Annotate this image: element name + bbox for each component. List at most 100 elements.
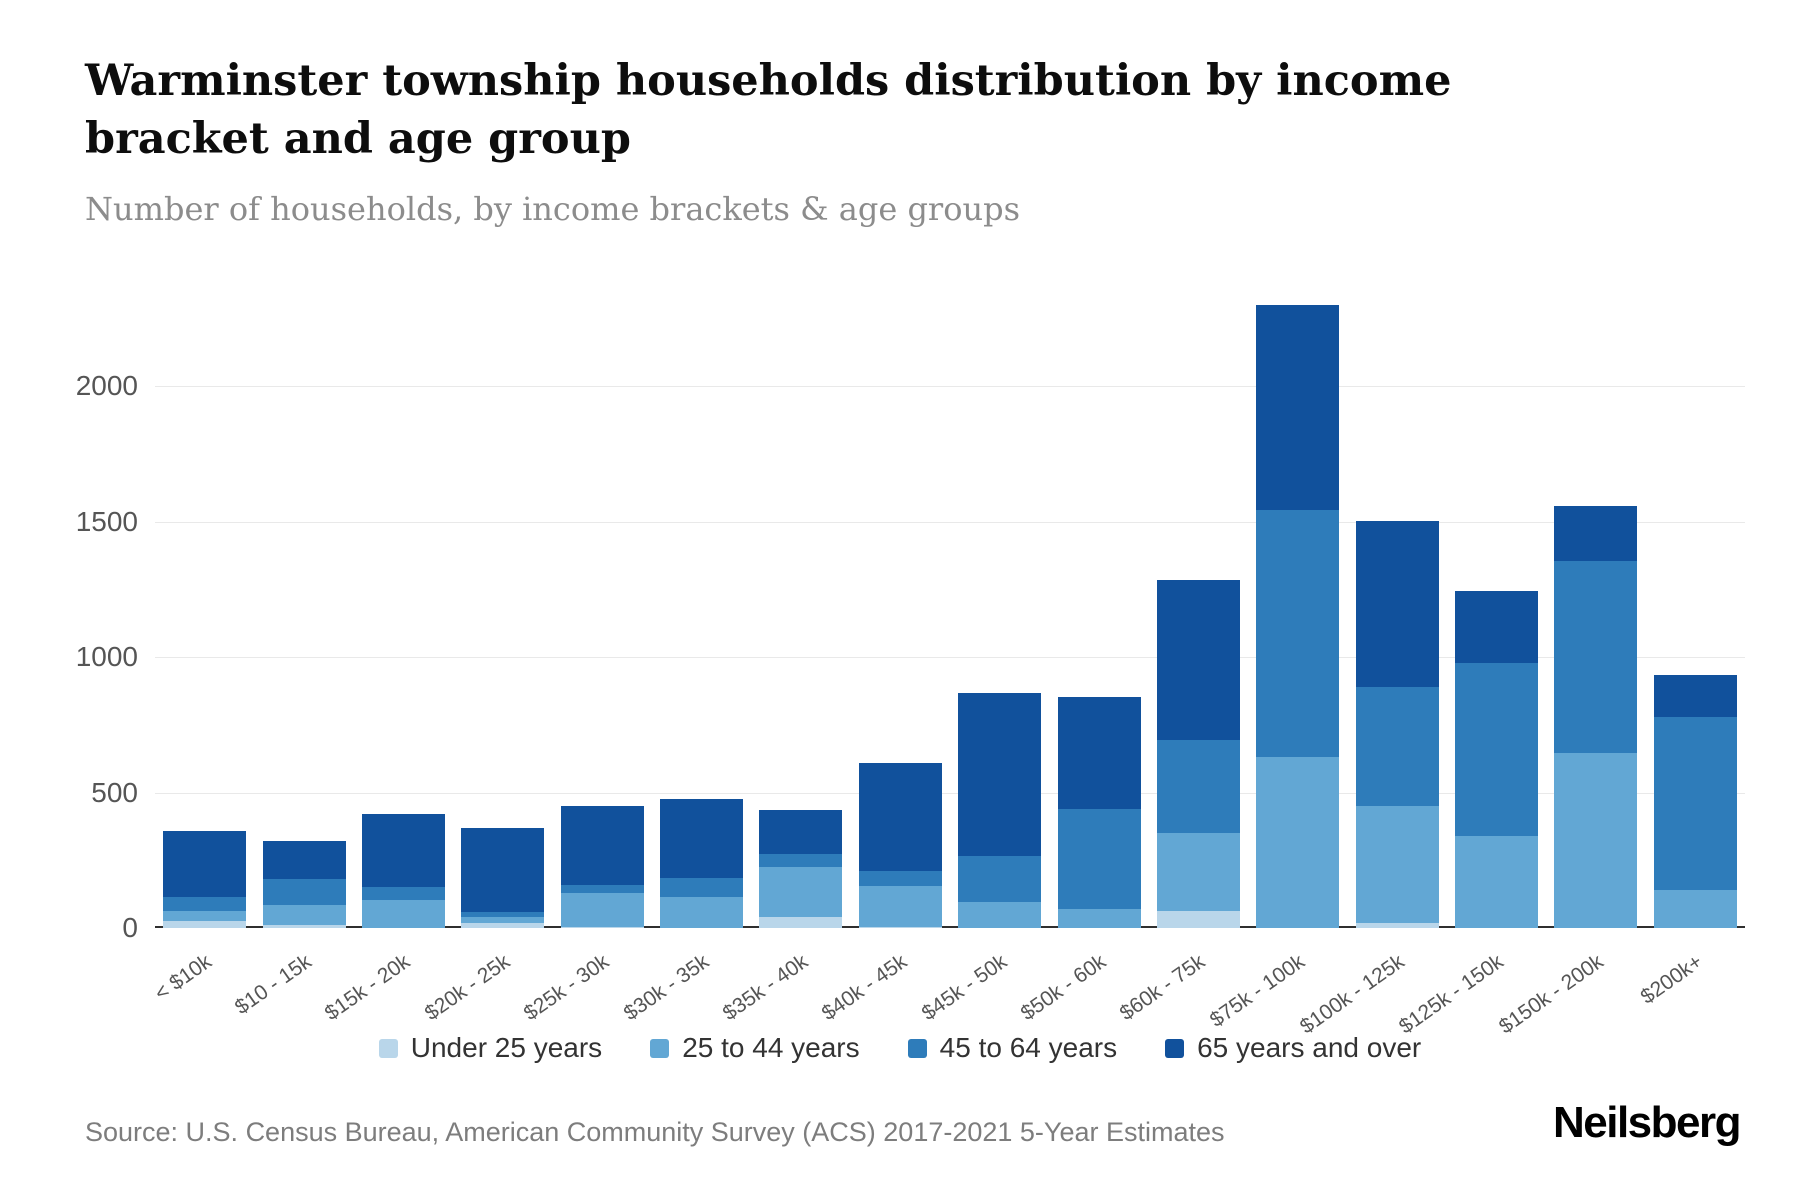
bar[interactable] <box>560 806 644 929</box>
bar-slot <box>1546 278 1645 929</box>
bar-segment[interactable] <box>163 830 247 897</box>
bar[interactable] <box>1455 590 1539 929</box>
bar-slot <box>851 278 950 929</box>
bar-segment[interactable] <box>163 896 247 911</box>
bar-slot <box>1646 278 1745 929</box>
bar-segment[interactable] <box>461 917 545 923</box>
legend-label: 65 years and over <box>1197 1032 1422 1064</box>
bar-segment[interactable] <box>1455 590 1539 663</box>
bar-segment[interactable] <box>1156 833 1240 911</box>
bar-segment[interactable] <box>1455 662 1539 837</box>
bar[interactable] <box>1057 696 1141 929</box>
bar-segment[interactable] <box>1256 757 1340 929</box>
bar-slot <box>652 278 751 929</box>
bar-segment[interactable] <box>858 871 942 887</box>
bar-segment[interactable] <box>1256 305 1340 510</box>
bar-segment[interactable] <box>560 926 644 929</box>
bar-segment[interactable] <box>1455 836 1539 929</box>
bar[interactable] <box>461 827 545 929</box>
legend-item[interactable]: 45 to 64 years <box>907 1032 1118 1064</box>
bar-segment[interactable] <box>1057 909 1141 929</box>
y-tick-label: 1500 <box>75 505 138 537</box>
bar-slot <box>354 278 453 929</box>
bar[interactable] <box>1554 505 1638 929</box>
bar-segment[interactable] <box>262 841 346 880</box>
bar-segment[interactable] <box>660 878 744 897</box>
bars-row <box>155 278 1745 929</box>
bar-segment[interactable] <box>1554 505 1638 562</box>
bar-segment[interactable] <box>461 911 545 918</box>
bar-segment[interactable] <box>461 827 545 912</box>
bar[interactable] <box>163 830 247 929</box>
bar-segment[interactable] <box>1554 561 1638 754</box>
bar[interactable] <box>660 799 744 929</box>
x-tick-label: < $10k <box>150 950 216 1006</box>
bar-segment[interactable] <box>262 925 346 929</box>
bar-segment[interactable] <box>560 892 644 927</box>
bar-segment[interactable] <box>361 899 445 929</box>
bar-segment[interactable] <box>958 902 1042 929</box>
bar-segment[interactable] <box>660 896 744 929</box>
legend-item[interactable]: 65 years and over <box>1165 1032 1421 1064</box>
legend-label: 45 to 64 years <box>939 1032 1118 1064</box>
y-tick-label: 2000 <box>75 370 138 402</box>
bar-segment[interactable] <box>858 926 942 929</box>
bar-segment[interactable] <box>163 910 247 922</box>
bar[interactable] <box>361 814 445 929</box>
gridline <box>155 792 1745 794</box>
bar-segment[interactable] <box>1355 520 1439 688</box>
bar-segment[interactable] <box>958 856 1042 903</box>
bar-segment[interactable] <box>361 887 445 900</box>
bar-slot <box>553 278 652 929</box>
x-label-slot: $150k - 200k <box>1494 938 1645 1038</box>
bar-segment[interactable] <box>1156 910 1240 929</box>
bar-segment[interactable] <box>1156 580 1240 740</box>
bar[interactable] <box>858 762 942 929</box>
bar-segment[interactable] <box>1057 808 1141 910</box>
legend: Under 25 years 25 to 44 years 45 to 64 yea… <box>0 1032 1800 1064</box>
bar[interactable] <box>262 841 346 929</box>
bar-segment[interactable] <box>1256 509 1340 758</box>
bar-segment[interactable] <box>262 905 346 926</box>
bar-segment[interactable] <box>262 879 346 906</box>
bar[interactable] <box>958 692 1042 929</box>
bar-segment[interactable] <box>560 806 644 885</box>
bar-slot <box>1248 278 1347 929</box>
bar-segment[interactable] <box>660 799 744 878</box>
bar-segment[interactable] <box>1355 922 1439 929</box>
legend-item[interactable]: 25 to 44 years <box>650 1032 860 1064</box>
bar-segment[interactable] <box>1355 687 1439 807</box>
bar-slot <box>1149 278 1248 929</box>
plot-area <box>155 278 1745 929</box>
bar-segment[interactable] <box>1653 716 1737 891</box>
bar-slot <box>254 278 353 929</box>
bar-segment[interactable] <box>461 922 545 929</box>
bar-segment[interactable] <box>858 886 942 927</box>
bar[interactable] <box>1355 520 1439 929</box>
bar-segment[interactable] <box>1554 753 1638 929</box>
x-axis-line <box>155 926 1745 929</box>
bar[interactable] <box>1256 305 1340 929</box>
bar-segment[interactable] <box>560 884 644 893</box>
bar-segment[interactable] <box>1653 674 1737 717</box>
gridline <box>155 386 1745 388</box>
bar-segment[interactable] <box>759 867 843 918</box>
bar-segment[interactable] <box>759 853 843 868</box>
bar-segment[interactable] <box>958 692 1042 857</box>
bar[interactable] <box>759 810 843 929</box>
bar-segment[interactable] <box>858 762 942 872</box>
legend-item[interactable]: Under 25 years <box>378 1032 602 1064</box>
gridline <box>155 521 1745 523</box>
bar[interactable] <box>1653 674 1737 929</box>
bar-segment[interactable] <box>163 921 247 929</box>
bar-segment[interactable] <box>1355 806 1439 923</box>
gridline <box>155 657 1745 659</box>
y-tick-label: 1000 <box>75 641 138 673</box>
bar-segment[interactable] <box>759 810 843 854</box>
bar-segment[interactable] <box>1653 890 1737 929</box>
bar-segment[interactable] <box>361 814 445 888</box>
bar[interactable] <box>1156 580 1240 929</box>
bar-segment[interactable] <box>759 917 843 929</box>
bar-segment[interactable] <box>1057 696 1141 809</box>
bar-segment[interactable] <box>1156 739 1240 834</box>
